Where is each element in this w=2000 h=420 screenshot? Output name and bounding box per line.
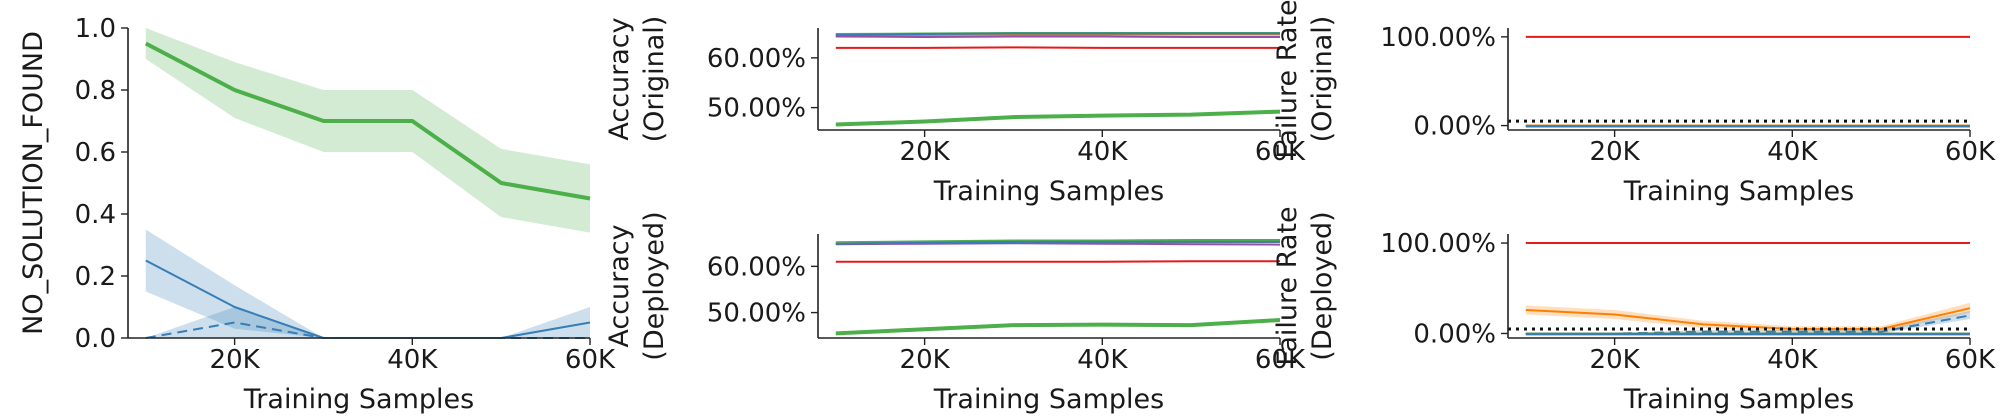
y-tick-label: 100.00% bbox=[1380, 23, 1496, 53]
x-tick-label: 40K bbox=[1767, 345, 1818, 375]
y-tick-label: 50.00% bbox=[707, 94, 806, 124]
y-tick-label: 0.8 bbox=[75, 76, 116, 106]
x-tick-label: 60K bbox=[1945, 345, 1996, 375]
x-tick-label: 40K bbox=[1077, 137, 1128, 167]
y-tick-label: 0.2 bbox=[75, 262, 116, 292]
panel-accuracy-original: 20K 40K 60K 50.00% 60.00% Training Samples Acc… bbox=[604, 16, 1306, 207]
y-tick-label: 0.00% bbox=[1413, 319, 1496, 349]
panel-failure-deployed: 20K 40K 60K 0.00% 100.00% Training Samples Fai… bbox=[1272, 206, 1996, 415]
x-tick-label: 60K bbox=[1255, 345, 1306, 375]
series-line bbox=[835, 46, 1280, 49]
series-line bbox=[1525, 307, 1971, 330]
y-tick-label: 100.00% bbox=[1380, 229, 1496, 259]
y-tick-label: 0.6 bbox=[75, 138, 116, 168]
y-axis-label-sub: (Original) bbox=[1307, 16, 1338, 143]
series-line bbox=[835, 35, 1280, 38]
x-axis-label: Training Samples bbox=[243, 384, 474, 415]
y-axis-label-sub: (Deployed) bbox=[639, 211, 670, 360]
x-axis-label: Training Samples bbox=[1623, 176, 1854, 207]
y-axis-label: Accuracy bbox=[604, 224, 635, 347]
y-tick-label: 60.00% bbox=[707, 44, 806, 74]
y-tick-label: 1.0 bbox=[75, 14, 116, 44]
y-tick-label: 50.00% bbox=[707, 299, 806, 329]
y-axis-label-sub: (Deployed) bbox=[1307, 211, 1338, 360]
x-tick-label: 20K bbox=[1590, 345, 1641, 375]
panel-no-solution: 20K 40K 60K 0.0 0.2 0.4 0.6 0.8 1.0 Training Samp… bbox=[18, 14, 616, 415]
confidence-band bbox=[145, 28, 591, 233]
x-tick-label: 60K bbox=[1945, 137, 1996, 167]
x-axis-label: Training Samples bbox=[933, 384, 1164, 415]
x-tick-label: 40K bbox=[1077, 345, 1128, 375]
x-tick-label: 20K bbox=[210, 345, 261, 375]
series-line bbox=[835, 239, 1280, 244]
x-axis-label: Training Samples bbox=[933, 176, 1164, 207]
x-tick-label: 40K bbox=[1767, 137, 1818, 167]
x-tick-label: 60K bbox=[1255, 137, 1306, 167]
series-line bbox=[835, 32, 1280, 36]
series-line bbox=[144, 41, 591, 201]
x-tick-label: 20K bbox=[900, 137, 951, 167]
series-line bbox=[835, 240, 1280, 245]
confidence-band bbox=[145, 229, 591, 338]
series-line bbox=[835, 318, 1281, 336]
x-tick-label: 20K bbox=[1590, 137, 1641, 167]
x-tick-label: 60K bbox=[565, 345, 616, 375]
x-tick-label: 40K bbox=[387, 345, 438, 375]
y-axis-label: Failure Rate bbox=[1272, 206, 1303, 365]
x-axis-label: Training Samples bbox=[1623, 384, 1854, 415]
y-axis-label: Accuracy bbox=[604, 17, 635, 140]
y-axis-label: Failure Rate bbox=[1272, 0, 1303, 159]
panel-failure-original: 20K 40K 60K 0.00% 100.00% Training Samples Fai… bbox=[1272, 0, 1996, 207]
series-line bbox=[835, 109, 1281, 127]
y-tick-label: 60.00% bbox=[707, 252, 806, 282]
y-axis-label: NO_SOLUTION_FOUND bbox=[18, 31, 49, 335]
panel-accuracy-deployed: 20K 40K 60K 50.00% 60.00% Training Samples Acc… bbox=[604, 211, 1306, 415]
y-tick-label: 0.4 bbox=[75, 200, 116, 230]
y-tick-label: 0.00% bbox=[1413, 112, 1496, 142]
y-tick-label: 0.0 bbox=[75, 324, 116, 354]
y-axis-label-sub: (Original) bbox=[639, 16, 670, 143]
confidence-band bbox=[145, 307, 591, 338]
x-tick-label: 20K bbox=[900, 345, 951, 375]
